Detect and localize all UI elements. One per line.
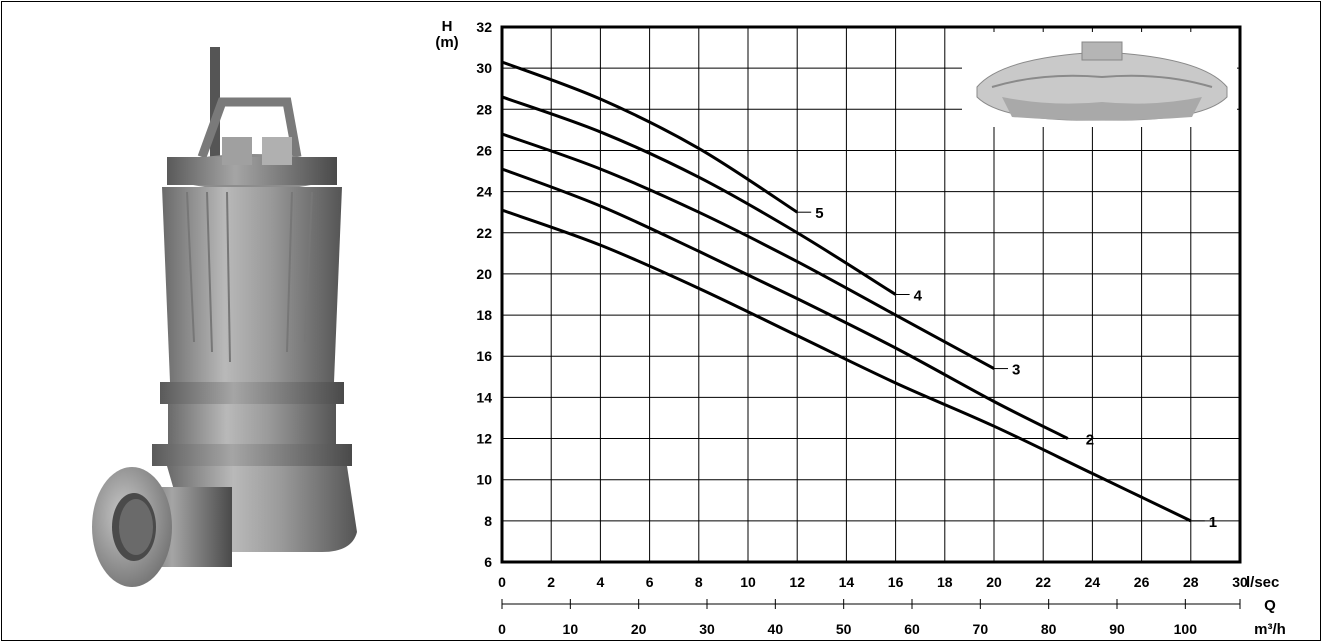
x-tick-label: 26 [1134,574,1150,590]
curve-label-5: 5 [815,205,823,222]
plot-border [500,25,1242,564]
q-label: Q [1264,597,1276,614]
axes [500,25,1242,609]
series [501,60,1205,523]
y-tick-label: 30 [476,60,492,76]
x-axis-label: l/sec [1246,574,1279,591]
x2-tick-label: 40 [768,621,784,637]
x-tick-label: 4 [597,574,605,590]
curve-5 [501,60,799,214]
x-tick-label: 28 [1183,574,1199,590]
y-tick-label: 28 [476,101,492,117]
x-tick-label: 16 [888,574,904,590]
y-tick-label: 14 [476,389,492,405]
y-tick-label: 24 [476,184,492,200]
x2-tick-label: 0 [498,621,506,637]
x2-axis-label: m³/h [1254,621,1286,638]
y-tick-label: 22 [476,225,492,241]
x-tick-label: 14 [839,574,855,590]
x-tick-label: 24 [1085,574,1101,590]
curve-label-1: 1 [1209,514,1217,531]
x-tick-label: 2 [547,574,555,590]
curve-label-2: 2 [1086,432,1094,449]
curve-4 [501,95,897,296]
x-tick-label: 6 [646,574,654,590]
curve-label-3: 3 [1012,362,1020,379]
curve-2 [501,167,1069,440]
x-tick-label: 20 [986,574,1002,590]
x-tick-label: 30 [1232,574,1248,590]
x-tick-label: 22 [1035,574,1051,590]
x-tick-label: 18 [937,574,953,590]
y-tick-label: 26 [476,142,492,158]
y-tick-label: 20 [476,266,492,282]
curve-label-4: 4 [914,288,923,305]
x2-tick-label: 20 [631,621,647,637]
x2-tick-label: 60 [904,621,920,637]
x-tick-label: 8 [695,574,703,590]
y-tick-label: 10 [476,472,492,488]
y-tick-label: 18 [476,307,492,323]
y-axis-label: H [442,18,453,35]
y-tick-label: 6 [484,554,492,570]
handle [197,97,302,159]
pump-illustration [92,47,357,587]
x2-tick-label: 90 [1109,621,1125,637]
cable [210,47,220,157]
y-tick-label: 8 [484,513,492,529]
impeller-illustration [962,32,1237,127]
x-tick-label: 0 [498,574,506,590]
y-tick-label: 32 [476,19,492,35]
y-tick-label: 16 [476,348,492,364]
x2-tick-label: 80 [1041,621,1057,637]
x2-tick-label: 100 [1174,621,1198,637]
y-axis-unit: (m) [435,34,458,51]
x-tick-label: 12 [789,574,805,590]
x2-tick-label: 70 [973,621,989,637]
motor-housing [162,187,342,382]
y-tick-label: 12 [476,431,492,447]
x-tick-label: 10 [740,574,756,590]
x2-tick-label: 30 [699,621,715,637]
curve-1 [501,208,1192,523]
x2-tick-label: 50 [836,621,852,637]
x2-tick-label: 10 [563,621,579,637]
curve-3 [501,132,995,370]
